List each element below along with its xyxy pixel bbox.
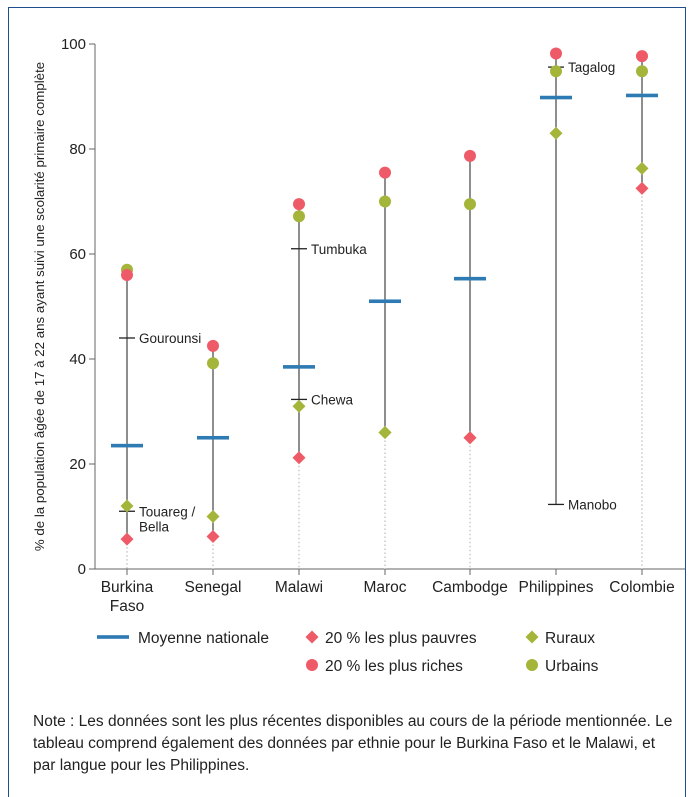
point-riches <box>207 339 219 352</box>
legend-swatch <box>525 630 539 644</box>
annotation-label: Bella <box>139 519 170 534</box>
y-axis-label: % de la population âgée de 17 à 22 ans a… <box>32 62 47 551</box>
point-riches <box>293 198 305 211</box>
point-ruraux <box>206 510 220 523</box>
chart-note: Note : Les données sont les plus récente… <box>33 713 673 774</box>
annotation-label: Tumbuka <box>311 242 367 257</box>
y-tick-label: 80 <box>69 141 86 158</box>
point-ruraux <box>292 399 306 413</box>
annotation-label: Chewa <box>311 392 354 407</box>
legend-swatch <box>306 659 318 671</box>
y-tick-label: 0 <box>78 561 86 578</box>
point-pauvres <box>206 529 220 543</box>
x-tick-label: Philippines <box>519 579 594 596</box>
figure-frame <box>8 7 686 797</box>
y-tick-label: 20 <box>69 456 86 473</box>
point-moyenne <box>626 93 658 98</box>
point-riches <box>121 269 133 281</box>
point-urbains <box>636 65 648 78</box>
legend-label: Ruraux <box>545 630 595 647</box>
point-pauvres <box>292 451 306 465</box>
legend-swatch <box>305 630 319 644</box>
annotation-label: Tagalog <box>568 60 615 75</box>
point-moyenne <box>540 95 572 100</box>
x-tick-label: Senegal <box>185 579 242 596</box>
y-tick-label: 60 <box>69 246 86 263</box>
chart: 0 20 40 60 80 100 % de la population âgée de 1… <box>32 36 685 675</box>
x-tick-label: Malawi <box>275 579 323 596</box>
point-ruraux <box>549 126 563 140</box>
legend-label: Urbains <box>545 658 599 675</box>
legend-label: 20 % les plus riches <box>325 658 463 675</box>
point-urbains <box>464 198 476 211</box>
point-urbains <box>207 357 219 370</box>
point-urbains <box>293 210 305 223</box>
point-urbains <box>379 195 391 208</box>
point-riches <box>550 47 562 60</box>
x-tick-label: Burkina <box>101 579 154 596</box>
point-extra <box>378 426 392 439</box>
point-moyenne <box>111 443 143 448</box>
annotation-label: Touareg / <box>139 504 196 519</box>
x-tick-label: Colombie <box>609 579 674 596</box>
legend-label: Moyenne nationale <box>138 630 269 647</box>
x-tick-label: Faso <box>110 598 144 615</box>
legend-swatch <box>526 659 538 671</box>
x-tick-label: Maroc <box>363 579 406 596</box>
legend-label: 20 % les plus pauvres <box>325 630 477 647</box>
legend-swatch <box>97 635 129 639</box>
point-pauvres <box>120 532 134 546</box>
annotation-label: Manobo <box>568 497 617 512</box>
y-tick-label: 100 <box>61 36 86 53</box>
point-urbains <box>550 65 562 78</box>
point-ruraux <box>635 161 649 175</box>
x-tick-label: Cambodge <box>432 579 508 596</box>
point-moyenne <box>454 276 486 281</box>
point-riches <box>464 149 476 162</box>
point-riches <box>636 50 648 63</box>
annotation-label: Gourounsi <box>139 331 201 346</box>
point-pauvres <box>635 181 649 195</box>
point-riches <box>379 166 391 179</box>
point-moyenne <box>283 365 315 369</box>
y-tick-label: 40 <box>69 351 86 368</box>
point-moyenne <box>197 435 229 440</box>
point-ruraux <box>120 499 134 513</box>
point-extra <box>463 431 477 445</box>
point-moyenne <box>369 299 401 304</box>
